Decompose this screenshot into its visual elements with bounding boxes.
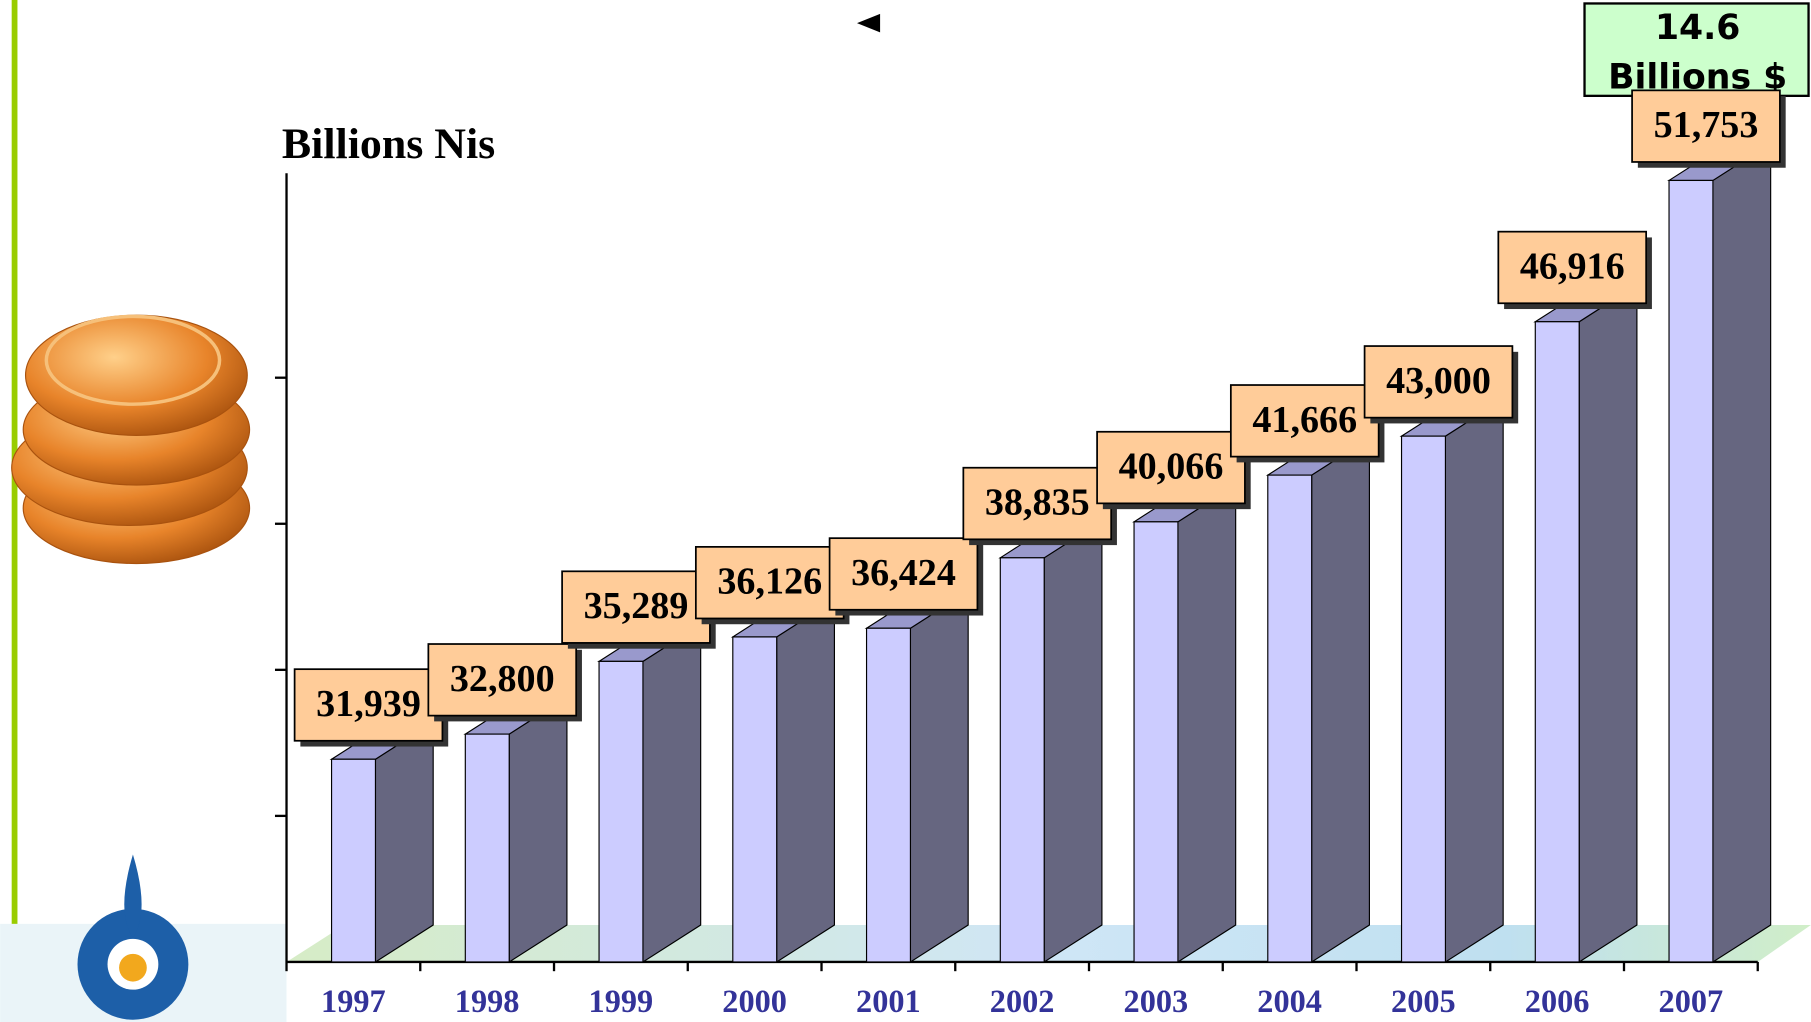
- value-label-box: [427, 643, 578, 717]
- x-tick-label: 2001: [856, 983, 921, 1019]
- value-label: 38,835: [985, 482, 1090, 524]
- x-tick-label: 2007: [1659, 983, 1724, 1019]
- bar: [1267, 474, 1313, 963]
- annotation-box: [1583, 2, 1810, 98]
- x-tick-label: 1998: [455, 983, 520, 1019]
- bar: [1133, 521, 1179, 963]
- y-axis-label: Billions Nis: [282, 120, 495, 168]
- value-label: 36,424: [851, 552, 956, 594]
- value-label: 40,066: [1119, 446, 1224, 488]
- value-label-box: [962, 466, 1113, 541]
- left-border: [11, 0, 18, 1022]
- x-tick-label: 2002: [990, 983, 1055, 1019]
- value-label-box: [1631, 89, 1781, 163]
- value-label: 41,666: [1252, 399, 1357, 441]
- value-label-box: [694, 545, 845, 620]
- bar-side: [642, 623, 702, 964]
- value-label: 31,939: [316, 683, 421, 725]
- value-label-box: [1096, 430, 1246, 505]
- value-label: 46,916: [1520, 246, 1625, 288]
- coins: [11, 314, 251, 565]
- x-tick-label: 2006: [1525, 983, 1590, 1019]
- value-label: 43,000: [1386, 360, 1491, 402]
- bar-side: [1444, 398, 1504, 964]
- value-label-box: [293, 668, 444, 742]
- value-label: 36,126: [717, 561, 822, 603]
- value-label: 32,800: [450, 658, 555, 700]
- value-label-box: [1363, 345, 1514, 419]
- bar-side: [1712, 142, 1772, 964]
- bar-side: [1578, 283, 1638, 964]
- value-label-box: [828, 537, 979, 611]
- value-label-box: [1229, 384, 1380, 458]
- bar: [999, 557, 1045, 963]
- annotation: 14.6: [1655, 8, 1740, 48]
- logo: [77, 854, 189, 1020]
- bar-side: [508, 696, 568, 964]
- bar-side: [1043, 519, 1103, 964]
- bar-side: [776, 598, 836, 964]
- x-tick-label: 1997: [321, 983, 386, 1019]
- bar-side: [1177, 483, 1237, 964]
- bar: [598, 660, 644, 963]
- x-tick-label: 2000: [722, 983, 787, 1019]
- value-label-box: [1497, 230, 1648, 305]
- x-tick-label: 2003: [1124, 983, 1189, 1019]
- triangle-marker: [856, 13, 881, 33]
- bar: [732, 636, 778, 963]
- value-label-box: [561, 570, 711, 644]
- x-tick-label: 2004: [1257, 983, 1322, 1019]
- bar-side: [909, 590, 969, 964]
- bar: [1668, 179, 1714, 963]
- bar: [865, 627, 912, 963]
- value-label: 51,753: [1654, 104, 1759, 146]
- value-label: 35,289: [584, 585, 689, 627]
- bar-side: [374, 721, 434, 964]
- bar: [464, 733, 510, 963]
- bar: [1534, 321, 1580, 963]
- x-tick-label: 2005: [1391, 983, 1456, 1019]
- bar: [1400, 435, 1446, 963]
- x-tick-label: 1999: [589, 983, 654, 1019]
- bar: [330, 758, 377, 963]
- bar-side: [1311, 437, 1370, 964]
